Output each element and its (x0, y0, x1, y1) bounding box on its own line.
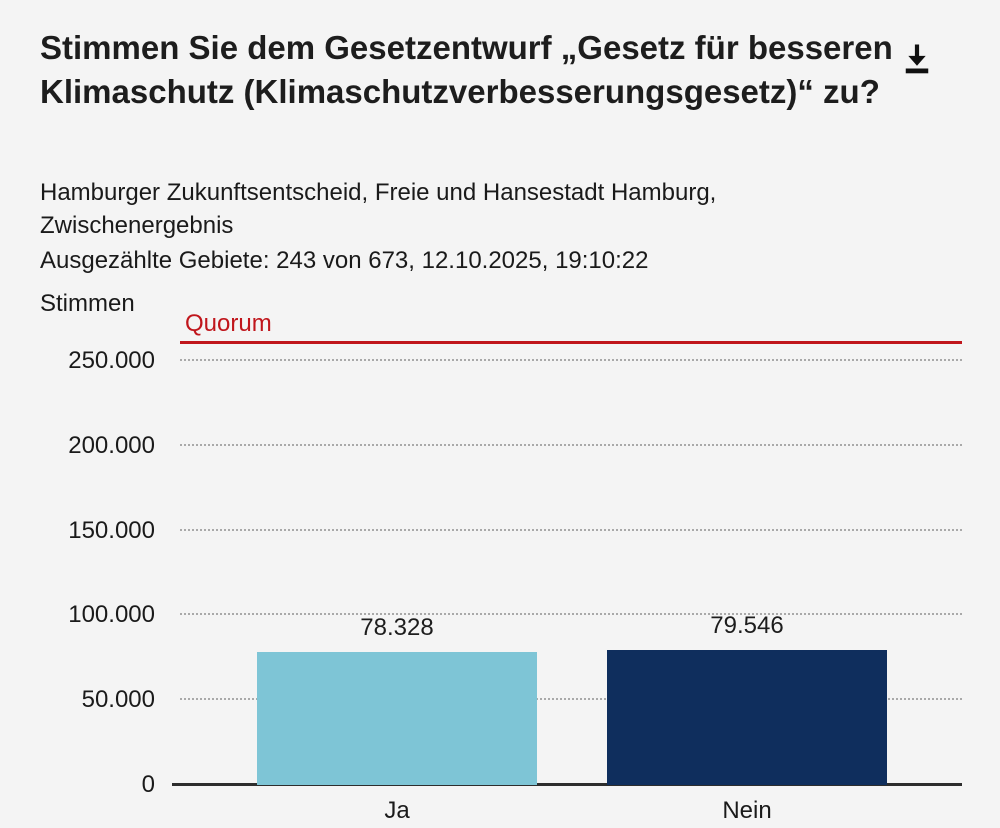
download-icon (905, 44, 929, 74)
x-axis-line (172, 783, 962, 786)
bar-nein[interactable] (607, 650, 887, 785)
gridline (180, 698, 962, 701)
quorum-label: Quorum (185, 310, 272, 338)
y-tick-label: 0 (141, 771, 155, 798)
y-tick-label: 50.000 (81, 686, 155, 714)
bar-value-label: 78.328 (360, 614, 434, 642)
bar-value-label: 79.546 (710, 612, 784, 640)
gridline (180, 359, 962, 361)
quorum-line: Quorum (180, 310, 962, 345)
gridline (180, 528, 962, 531)
x-tick-label-nein: Nein (722, 797, 772, 824)
results-bar-chart: 0 50.000 100.000 150.000 200.000 250.000 Quor… (0, 300, 1000, 824)
chart-title: Stimmen Sie dem Gesetzentwurf „Gesetz fü… (40, 29, 893, 110)
y-tick-label: 250.000 (68, 347, 155, 374)
y-axis-title: Stimmen (40, 290, 135, 317)
x-tick-label-ja: Ja (384, 797, 410, 824)
plot-area: Quorum 78.328 79.546 (172, 300, 962, 786)
y-axis-labels: 0 50.000 100.000 150.000 200.000 250.000 (0, 300, 160, 798)
chart-subtitle-line1: Hamburger Zukunftsentscheid, Freie und H… (40, 179, 717, 206)
chart-subtitle-line2: Zwischenergebnis (40, 212, 234, 239)
chart-subtitle: Hamburger Zukunftsentscheid, Freie und H… (40, 176, 920, 242)
y-tick-label: 150.000 (68, 516, 155, 544)
gridline (180, 443, 962, 446)
bar-ja[interactable] (257, 652, 537, 785)
count-status: Ausgezählte Gebiete: 243 von 673, 12.10.… (40, 247, 649, 274)
gridline (180, 613, 962, 616)
download-button[interactable] (899, 38, 939, 78)
y-tick-label: 200.000 (68, 431, 155, 459)
y-tick-label: 100.000 (68, 601, 155, 629)
